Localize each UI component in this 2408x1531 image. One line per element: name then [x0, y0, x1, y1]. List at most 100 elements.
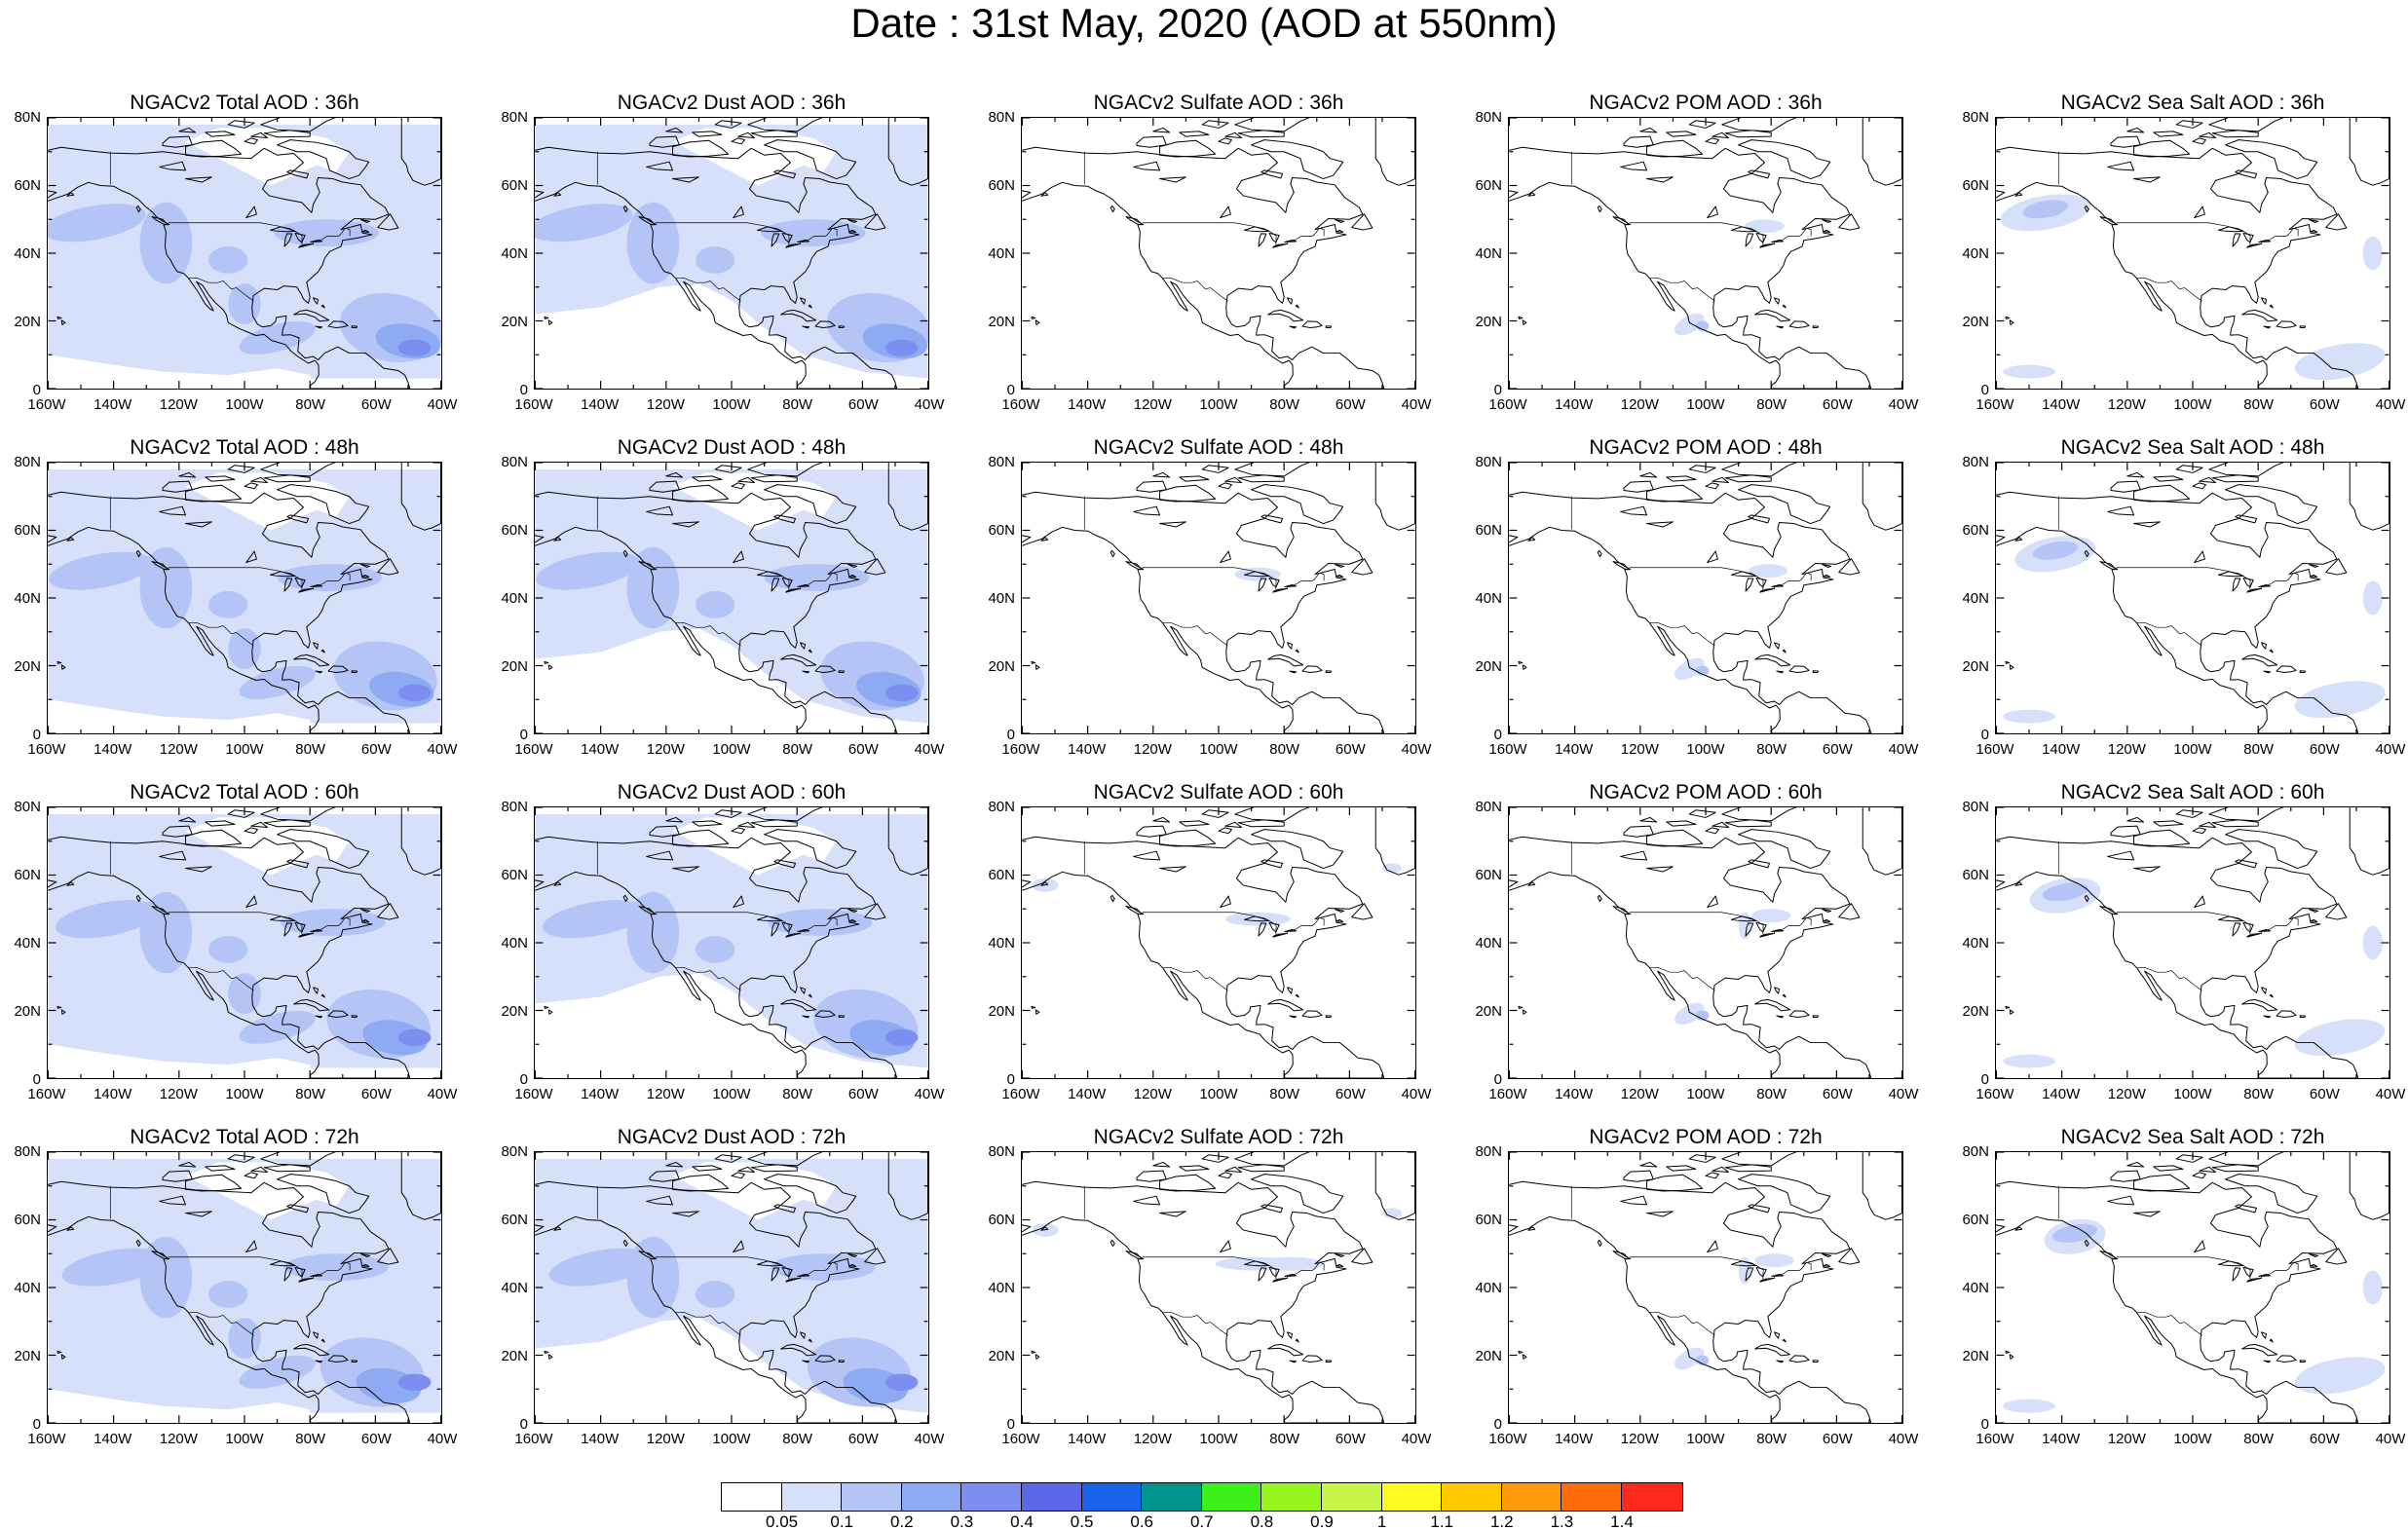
- island-outline: [1201, 1154, 1229, 1163]
- island-outline: [260, 807, 336, 822]
- coastline: [48, 836, 411, 1078]
- lake-outline: [1159, 521, 1186, 528]
- island-outline: [1335, 219, 1345, 223]
- map-plot-area: [534, 1151, 929, 1424]
- lon-tick-label: 80W: [782, 741, 813, 758]
- panel-title: NGACv2 Dust AOD : 48h: [617, 436, 847, 459]
- aod-plume: [1381, 1208, 1403, 1218]
- lat-tick-label: 80N: [501, 1143, 528, 1160]
- island-outline: [315, 670, 323, 674]
- lake-outline: [672, 521, 699, 528]
- island-outline: [250, 476, 269, 484]
- island-outline: [244, 137, 258, 145]
- lat-tick-label: 40N: [501, 590, 528, 607]
- coastline-layer: [1022, 1152, 1415, 1423]
- lon-tick-label: 140W: [1555, 741, 1594, 758]
- map-panel: NGACv2 Sea Salt AOD : 36h 80N 60N 40N 20N 0 16…: [1948, 92, 2408, 434]
- aod-map: [535, 807, 928, 1078]
- aod-plume: [849, 1020, 915, 1056]
- island-outline: [731, 137, 745, 145]
- country-border: [1721, 1256, 1812, 1280]
- island-outline: [2325, 213, 2348, 231]
- island-outline: [1823, 229, 1831, 233]
- lon-tick-label: 140W: [2042, 1431, 2081, 1447]
- island-outline: [1152, 471, 1171, 478]
- lake-outline: [2246, 932, 2263, 938]
- panel-title: NGACv2 Sea Salt AOD : 48h: [2060, 436, 2325, 459]
- coastline: [1022, 836, 1385, 1078]
- lat-tick-label: 0: [1493, 1071, 1502, 1088]
- island-outline: [547, 664, 553, 670]
- island-outline: [1518, 660, 1524, 664]
- lat-tick-label: 80N: [14, 109, 41, 126]
- island-outline: [66, 192, 75, 197]
- lat-tick-label: 20N: [14, 1003, 41, 1020]
- lat-tick-label: 20N: [988, 658, 1015, 675]
- lake-outline: [185, 521, 212, 528]
- island-outline: [1812, 1360, 1820, 1363]
- lon-tick-label: 120W: [1133, 1431, 1172, 1447]
- lon-tick-label: 60W: [847, 1086, 879, 1102]
- lon-tick-label: 100W: [2173, 1431, 2212, 1447]
- island-outline: [1237, 474, 1285, 483]
- colorbar-swatch: [961, 1483, 1022, 1511]
- lake-outline: [310, 929, 323, 932]
- island-outline: [1862, 807, 1902, 876]
- lon-tick-label: 40W: [427, 396, 458, 413]
- lon-tick-label: 120W: [646, 1431, 685, 1447]
- colorbar-swatch: [1561, 1483, 1622, 1511]
- lake-outline: [1620, 505, 1648, 516]
- island-outline: [1031, 1350, 1036, 1354]
- lon-tick-label: 140W: [2042, 741, 2081, 758]
- tick-layer: [1022, 1152, 1415, 1423]
- lat-tick-label: 80N: [1962, 454, 1989, 470]
- map-panel: NGACv2 Sulfate AOD : 72h 80N 60N 40N 20N 0 160…: [974, 1126, 1461, 1469]
- coastline: [48, 146, 411, 389]
- map-plot-area: [1021, 462, 1416, 734]
- island-outline: [2153, 1165, 2184, 1172]
- lake-outline: [2107, 161, 2135, 171]
- island-outline: [1289, 325, 1298, 329]
- island-outline: [864, 903, 886, 920]
- aod-map: [48, 1152, 441, 1423]
- lon-tick-label: 160W: [27, 1086, 66, 1102]
- island-outline: [2014, 192, 2023, 197]
- border-layer: [1570, 496, 1812, 647]
- panel-title: NGACv2 POM AOD : 48h: [1589, 436, 1823, 459]
- lon-tick-label: 160W: [1001, 1431, 1040, 1447]
- aod-plume: [208, 1281, 248, 1308]
- island-outline: [327, 1010, 349, 1018]
- island-outline: [1646, 484, 1704, 503]
- island-outline: [1822, 219, 1832, 223]
- island-outline: [151, 560, 169, 571]
- island-outline: [1110, 1239, 1115, 1248]
- island-outline: [2349, 463, 2389, 531]
- lat-tick-label: 0: [1980, 1071, 1989, 1088]
- lake-outline: [1284, 240, 1298, 243]
- lake-outline: [1220, 895, 1231, 909]
- lake-outline: [1759, 587, 1776, 593]
- island-outline: [1234, 807, 1310, 822]
- aod-plume: [49, 551, 153, 590]
- aod-field-layer: [1674, 564, 1787, 681]
- island-outline: [1623, 135, 1654, 148]
- lat-tick-label: 0: [32, 382, 41, 398]
- island-outline: [151, 215, 169, 226]
- lon-tick-label: 60W: [1335, 1431, 1366, 1447]
- country-border: [260, 222, 351, 245]
- island-outline: [260, 118, 336, 132]
- island-outline: [244, 482, 258, 490]
- border-layer: [2057, 1185, 2299, 1336]
- island-outline: [1623, 1170, 1654, 1182]
- lon-tick-label: 60W: [2309, 1086, 2340, 1102]
- colorbar-label: 1.4: [1610, 1512, 1634, 1531]
- island-outline: [814, 1355, 836, 1363]
- island-outline: [2263, 1360, 2272, 1363]
- island-outline: [1035, 1009, 1040, 1015]
- island-outline: [1623, 480, 1654, 493]
- lon-tick-label: 160W: [1975, 396, 2014, 413]
- island-outline: [2005, 1350, 2011, 1354]
- island-outline: [178, 127, 197, 133]
- aod-plume: [535, 204, 633, 243]
- island-outline: [1823, 1263, 1831, 1267]
